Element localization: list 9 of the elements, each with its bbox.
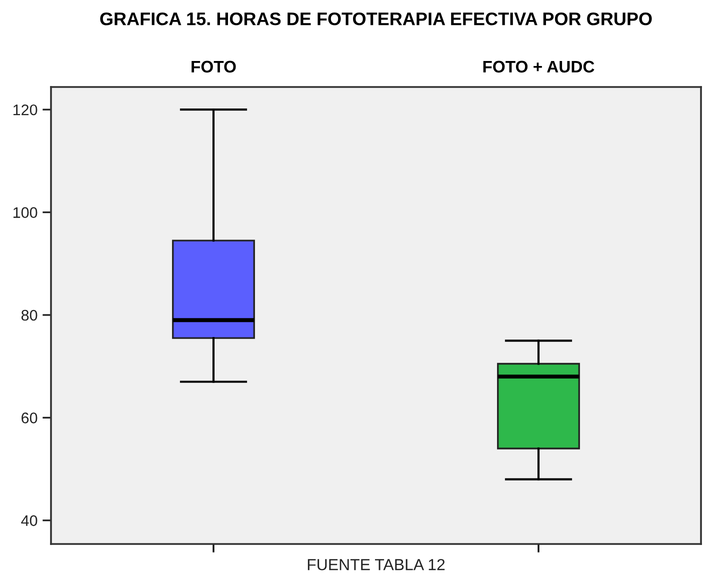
source-note: FUENTE TABLA 12 xyxy=(308,558,445,570)
y-tick-label: 60 xyxy=(22,412,38,424)
x-tick-label: FOTO xyxy=(192,60,236,73)
y-tick-label: 100 xyxy=(13,207,38,218)
chart-title: GRAFICA 15. HORAS DE FOTOTERAPIA EFECTIVA POR GRUPO xyxy=(100,12,652,26)
x-tick-label: FOTO + AUDC xyxy=(483,60,594,73)
y-tick-label: 120 xyxy=(13,104,38,116)
y-tick-label: 80 xyxy=(21,310,38,321)
y-tick-label: 40 xyxy=(21,515,38,526)
